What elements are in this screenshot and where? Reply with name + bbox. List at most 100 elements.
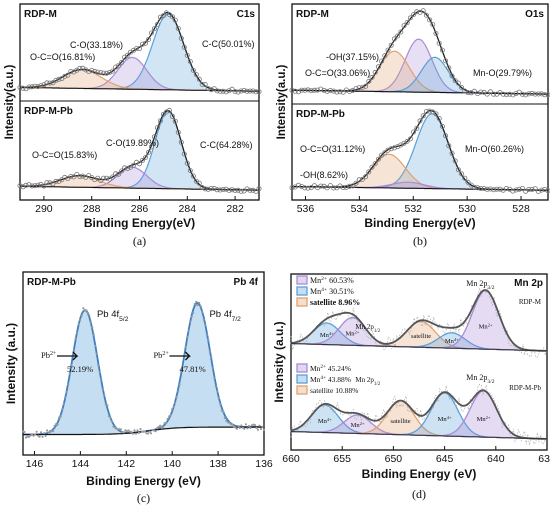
- raw-data-point: [136, 161, 142, 167]
- sample-label: RDP-M-Pb: [296, 109, 345, 120]
- raw-data-point: [465, 90, 471, 96]
- raw-data-point: [76, 331, 79, 334]
- raw-data-point: [130, 431, 133, 434]
- raw-data-point: [235, 89, 241, 95]
- legend-label: Mn4+ 30.51%: [310, 287, 354, 296]
- raw-data-point: [130, 162, 136, 168]
- raw-data-point: [516, 186, 522, 192]
- x-tick-label: 530: [458, 203, 476, 215]
- raw-data-point: [74, 337, 77, 340]
- percent-label: 47.81%: [179, 364, 205, 374]
- raw-data-point: [382, 150, 388, 156]
- raw-data-point: [246, 427, 249, 430]
- raw-data-point: [217, 397, 220, 400]
- raw-data-point: [379, 58, 385, 64]
- raw-data-point: [94, 344, 97, 347]
- raw-data-point: [133, 46, 139, 52]
- raw-data-point: [145, 37, 151, 43]
- raw-data-point: [369, 164, 375, 170]
- peak-label: Mn2+: [479, 322, 493, 331]
- raw-data-point: [353, 86, 359, 92]
- raw-data-point: [532, 186, 538, 192]
- raw-data-point: [395, 33, 401, 39]
- raw-data-point: [261, 425, 264, 428]
- raw-data-point: [318, 86, 324, 92]
- raw-data-point: [465, 179, 471, 185]
- raw-data-point: [223, 416, 226, 420]
- raw-data-point: [262, 428, 266, 431]
- raw-data-point: [529, 90, 535, 96]
- raw-data-point: [44, 80, 50, 86]
- raw-data-point: [61, 408, 64, 411]
- raw-data-point: [56, 423, 59, 426]
- plot-frame: [290, 273, 548, 451]
- legend-label: satellite 10.88%: [310, 386, 358, 395]
- raw-data-point: [199, 305, 202, 308]
- raw-data-point: [139, 41, 145, 47]
- raw-data-point: [232, 89, 238, 95]
- raw-data-point: [98, 178, 104, 184]
- raw-data-point: [125, 52, 131, 58]
- raw-data-point: [385, 47, 391, 53]
- y-axis-label: Intensity (a.u.): [4, 323, 18, 404]
- x-tick-label: 635: [538, 453, 550, 465]
- raw-data-point: [169, 113, 175, 119]
- x-axis-label: Binding Energy(eV): [364, 216, 475, 230]
- x-tick-label: 138: [209, 458, 227, 470]
- raw-data-point: [181, 44, 187, 50]
- raw-data-point: [103, 393, 106, 396]
- raw-data-point: [172, 118, 178, 124]
- raw-data-point: [388, 146, 394, 152]
- raw-data-point: [17, 85, 23, 91]
- raw-data-point: [225, 419, 228, 422]
- raw-data-point: [331, 185, 337, 191]
- raw-data-point: [244, 88, 250, 94]
- raw-data-point: [481, 186, 487, 192]
- raw-data-point: [407, 15, 413, 21]
- raw-data-point: [205, 186, 211, 192]
- raw-data-point: [235, 427, 238, 430]
- x-tick-label: 655: [333, 453, 351, 465]
- raw-data-point: [449, 150, 455, 156]
- raw-data-point: [46, 429, 49, 432]
- raw-data-point: [223, 186, 229, 192]
- raw-data-point: [175, 129, 181, 135]
- raw-data-point: [34, 433, 37, 436]
- raw-data-point: [178, 139, 184, 145]
- raw-data-point: [382, 53, 388, 59]
- raw-data-point: [89, 68, 95, 74]
- x-tick-label: 144: [72, 458, 90, 470]
- raw-data-point: [136, 429, 139, 432]
- raw-data-point: [193, 72, 199, 78]
- peak-label: Mn-O(60.26%): [465, 144, 524, 154]
- raw-data-point: [23, 182, 29, 188]
- raw-data-point: [146, 432, 150, 435]
- raw-data-point: [53, 77, 59, 83]
- raw-data-point: [149, 432, 153, 435]
- raw-data-point: [356, 85, 362, 91]
- raw-data-point: [340, 184, 346, 190]
- raw-data-point: [202, 186, 208, 192]
- raw-data-point: [148, 430, 151, 433]
- raw-data-point: [327, 88, 333, 94]
- fit-component: [23, 310, 264, 435]
- raw-data-point: [353, 180, 359, 186]
- raw-data-point: [219, 403, 222, 406]
- raw-data-point: [160, 13, 166, 19]
- raw-data-point: [359, 85, 365, 91]
- raw-data-point: [32, 183, 38, 189]
- panel-a: RDP-M O-C=O(16.81%) C-O(33.18%) C-C(50.01%)…: [4, 3, 262, 248]
- raw-data-point: [500, 91, 506, 97]
- peak-label: Pb 4f5/2: [97, 309, 129, 323]
- raw-data-point: [235, 187, 241, 193]
- raw-data-point: [77, 65, 83, 71]
- raw-data-point: [350, 183, 356, 189]
- raw-data-point: [478, 89, 484, 95]
- fit-envelope: [290, 289, 547, 352]
- raw-data-point: [452, 158, 458, 164]
- raw-data-point: [174, 401, 177, 404]
- raw-data-point: [210, 355, 213, 358]
- raw-data-point: [136, 46, 142, 52]
- raw-data-point: [238, 188, 244, 194]
